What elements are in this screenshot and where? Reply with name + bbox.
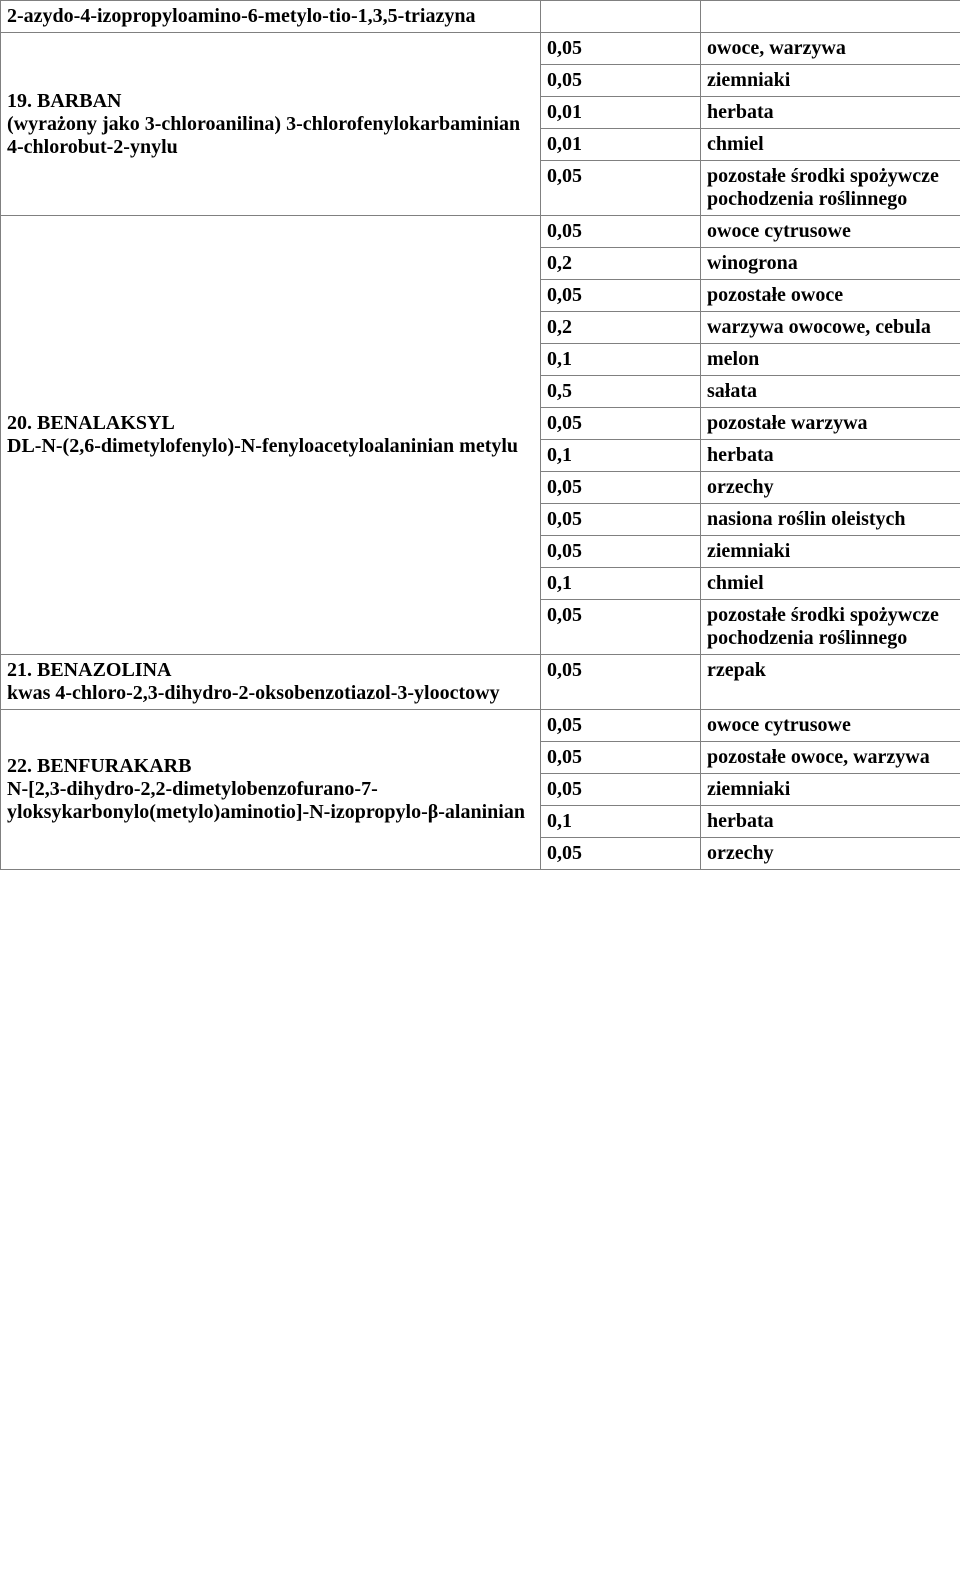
description-cell: owoce cytrusowe bbox=[701, 216, 960, 248]
value-cell: 0,2 bbox=[541, 312, 701, 344]
value-cell: 0,05 bbox=[541, 33, 701, 65]
value-cell: 0,01 bbox=[541, 129, 701, 161]
value-cell: 0,05 bbox=[541, 280, 701, 312]
table-row: 20. BENALAKSYLDL-N-(2,6-dimetylofenylo)-… bbox=[1, 216, 960, 248]
substance-name-cell: 22. BENFURAKARBN-[2,3-dihydro-2,2-dimety… bbox=[1, 710, 541, 870]
description-cell: warzywa owocowe, cebula bbox=[701, 312, 960, 344]
description-cell: chmiel bbox=[701, 129, 960, 161]
value-cell bbox=[541, 1, 701, 33]
description-cell: orzechy bbox=[701, 838, 960, 870]
value-cell: 0,05 bbox=[541, 600, 701, 655]
substance-name-cell: 2-azydo-4-izopropyloamino-6-metylo-tio-1… bbox=[1, 1, 541, 33]
value-cell: 0,5 bbox=[541, 376, 701, 408]
value-cell: 0,05 bbox=[541, 216, 701, 248]
substance-name-cell: 21. BENAZOLINAkwas 4-chloro-2,3-dihydro-… bbox=[1, 655, 541, 710]
description-cell: owoce cytrusowe bbox=[701, 710, 960, 742]
description-cell: ziemniaki bbox=[701, 536, 960, 568]
table-row: 19. BARBAN(wyrażony jako 3-chloroanilina… bbox=[1, 33, 960, 65]
description-cell: ziemniaki bbox=[701, 65, 960, 97]
value-cell: 0,05 bbox=[541, 536, 701, 568]
table-row: 2-azydo-4-izopropyloamino-6-metylo-tio-1… bbox=[1, 1, 960, 33]
description-cell: pozostałe owoce, warzywa bbox=[701, 742, 960, 774]
value-cell: 0,1 bbox=[541, 440, 701, 472]
value-cell: 0,05 bbox=[541, 161, 701, 216]
table-row: 21. BENAZOLINAkwas 4-chloro-2,3-dihydro-… bbox=[1, 655, 960, 710]
value-cell: 0,05 bbox=[541, 710, 701, 742]
description-cell: sałata bbox=[701, 376, 960, 408]
description-cell: nasiona roślin oleistych bbox=[701, 504, 960, 536]
description-cell: herbata bbox=[701, 440, 960, 472]
value-cell: 0,05 bbox=[541, 408, 701, 440]
description-cell: pozostałe warzywa bbox=[701, 408, 960, 440]
description-cell: pozostałe owoce bbox=[701, 280, 960, 312]
description-cell: winogrona bbox=[701, 248, 960, 280]
description-cell: herbata bbox=[701, 97, 960, 129]
value-cell: 0,05 bbox=[541, 838, 701, 870]
value-cell: 0,05 bbox=[541, 472, 701, 504]
description-cell: herbata bbox=[701, 806, 960, 838]
value-cell: 0,1 bbox=[541, 806, 701, 838]
description-cell: pozostałe środki spożywcze pochodzenia r… bbox=[701, 600, 960, 655]
substance-name-cell: 19. BARBAN(wyrażony jako 3-chloroanilina… bbox=[1, 33, 541, 216]
description-cell: ziemniaki bbox=[701, 774, 960, 806]
value-cell: 0,05 bbox=[541, 742, 701, 774]
description-cell: orzechy bbox=[701, 472, 960, 504]
description-cell: owoce, warzywa bbox=[701, 33, 960, 65]
value-cell: 0,2 bbox=[541, 248, 701, 280]
description-cell: pozostałe środki spożywcze pochodzenia r… bbox=[701, 161, 960, 216]
description-cell: melon bbox=[701, 344, 960, 376]
value-cell: 0,01 bbox=[541, 97, 701, 129]
value-cell: 0,05 bbox=[541, 655, 701, 710]
data-table: 2-azydo-4-izopropyloamino-6-metylo-tio-1… bbox=[0, 0, 960, 870]
description-cell bbox=[701, 1, 960, 33]
substance-name-cell: 20. BENALAKSYLDL-N-(2,6-dimetylofenylo)-… bbox=[1, 216, 541, 655]
value-cell: 0,05 bbox=[541, 65, 701, 97]
value-cell: 0,05 bbox=[541, 504, 701, 536]
description-cell: chmiel bbox=[701, 568, 960, 600]
description-cell: rzepak bbox=[701, 655, 960, 710]
table-row: 22. BENFURAKARBN-[2,3-dihydro-2,2-dimety… bbox=[1, 710, 960, 742]
value-cell: 0,1 bbox=[541, 344, 701, 376]
value-cell: 0,05 bbox=[541, 774, 701, 806]
value-cell: 0,1 bbox=[541, 568, 701, 600]
